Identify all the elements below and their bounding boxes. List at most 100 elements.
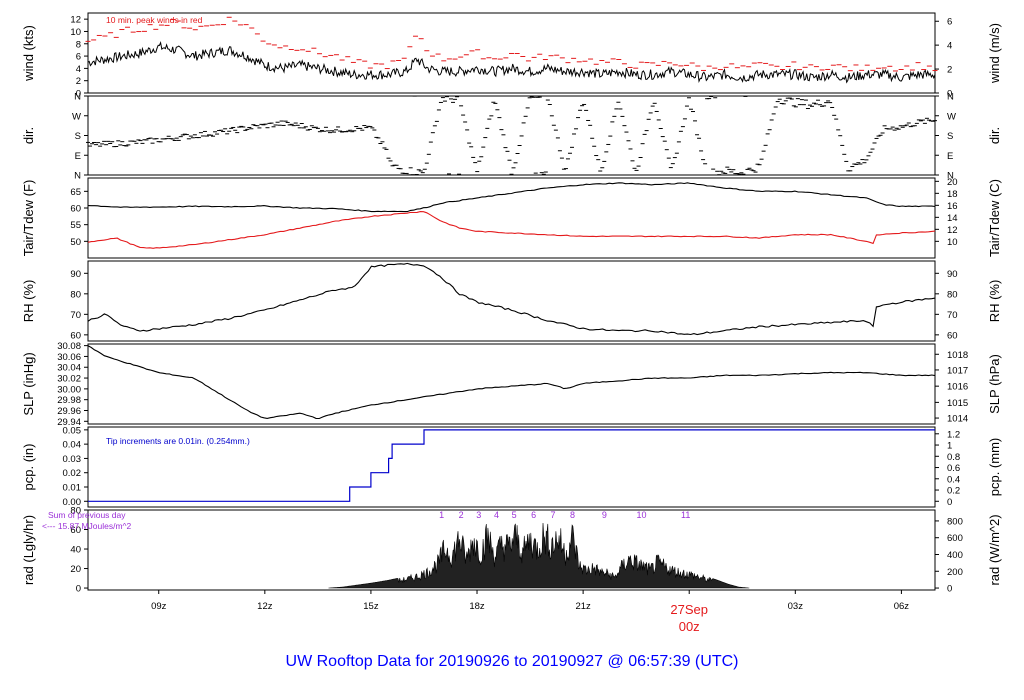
rad-hour-mark: 8 (570, 510, 575, 520)
wind-panel-frame (87, 12, 936, 94)
dir-ytick-right-label: W (947, 111, 956, 122)
rad-ytick-right-label: 400 (947, 550, 963, 561)
temp-ytick-label: 65 (70, 187, 81, 198)
pcp-ylabel: pcp. (in) (21, 444, 36, 491)
rh-ylabel-right: RH (%) (987, 280, 1002, 323)
slp-ytick-label: 30.04 (57, 363, 81, 374)
slp-ytick-label: 29.98 (57, 395, 81, 406)
time-tick-label: 15z (363, 601, 379, 612)
wind-ytick-label: 12 (70, 15, 81, 26)
wind-ytick-right-label: 2 (947, 65, 952, 76)
pcp-ytick-label: 0.05 (63, 425, 82, 436)
rh-ytick-right-label: 70 (947, 310, 958, 321)
pcp-ytick-right-label: 0.4 (947, 474, 960, 485)
temp-series-0 (87, 182, 936, 213)
rad-hour-mark: 2 (459, 510, 464, 520)
temp-ytick-right-label: 10 (947, 237, 958, 248)
temp-ytick-label: 60 (70, 204, 81, 215)
wind-ytick-label: 0 (76, 89, 81, 100)
rad-ytick-label: 0 (76, 584, 81, 595)
pcp-ylabel-right: pcp. (mm) (987, 438, 1002, 497)
rh-panel-frame (87, 260, 936, 342)
dir-ylabel-right: dir. (987, 127, 1002, 144)
temp-ytick-label: 55 (70, 220, 81, 231)
slp-ytick-right-label: 1018 (947, 350, 968, 361)
rh-ytick-right-label: 80 (947, 289, 958, 300)
page-title: UW Rooftop Data for 20190926 to 20190927… (286, 653, 739, 670)
rad-ytick-right-label: 200 (947, 567, 963, 578)
rad-annotation-line2: <--- 15.87 MJoules/m^2 (42, 521, 132, 531)
rad-hour-mark: 4 (494, 510, 499, 520)
slp-ytick-right-label: 1017 (947, 365, 968, 376)
slp-ytick-label: 30.02 (57, 374, 81, 385)
temp-ytick-right-label: 20 (947, 177, 958, 188)
dir-ytick-label: S (75, 131, 81, 142)
temp-ytick-right-label: 18 (947, 189, 958, 200)
slp-ytick-label: 29.94 (57, 417, 81, 428)
slp-ytick-right-label: 1016 (947, 382, 968, 393)
dir-ylabel: dir. (21, 127, 36, 144)
rad-annotation-line1: Sum of previous day (48, 510, 126, 520)
dir-ytick-label: E (75, 151, 81, 162)
slp-ylabel-right: SLP (hPa) (987, 354, 1002, 414)
time-tick-label: 09z (151, 601, 167, 612)
rad-ylabel: rad (Lgly/hr) (21, 515, 36, 585)
time-tick-label: 03z (788, 601, 804, 612)
rad-hour-mark: 3 (476, 510, 481, 520)
dir-ytick-right-label: S (947, 131, 953, 142)
rh-ytick-label: 90 (70, 269, 81, 280)
pcp-ytick-label: 0.01 (63, 483, 82, 494)
pcp-ytick-right-label: 0.8 (947, 452, 960, 463)
wind-annotation: 10 min. peak winds in red (106, 15, 203, 25)
slp-series-0 (87, 345, 936, 420)
pcp-annotation: Tip increments are 0.01in. (0.254mm.) (106, 436, 250, 446)
temp-ytick-label: 50 (70, 237, 81, 248)
slp-ylabel: SLP (inHg) (21, 352, 36, 415)
rad-panel-frame (87, 509, 936, 591)
rh-ytick-label: 70 (70, 310, 81, 321)
rh-ytick-label: 60 (70, 330, 81, 341)
wind-ytick-right-label: 6 (947, 17, 952, 28)
temp-ylabel: Tair/Tdew (F) (21, 180, 36, 257)
pcp-panel-frame (87, 426, 936, 508)
rad-ylabel-right: rad (W/m^2) (987, 514, 1002, 585)
slp-ytick-label: 30.00 (57, 384, 81, 395)
pcp-ytick-label: 0.02 (63, 468, 82, 479)
time-tick-label: 12z (257, 601, 273, 612)
rad-hour-mark: 7 (551, 510, 556, 520)
pcp-ytick-right-label: 0.2 (947, 486, 960, 497)
rh-ytick-right-label: 60 (947, 330, 958, 341)
rh-ytick-right-label: 90 (947, 269, 958, 280)
wind-ytick-label: 8 (76, 39, 81, 50)
pcp-ytick-right-label: 0 (947, 497, 952, 508)
rh-ylabel: RH (%) (21, 280, 36, 323)
rad-hour-mark: 10 (636, 510, 646, 520)
rad-ytick-right-label: 800 (947, 516, 963, 527)
dir-ytick-right-label: E (947, 151, 953, 162)
rad-hour-mark: 1 (439, 510, 444, 520)
pcp-ytick-label: 0.03 (63, 454, 82, 465)
dir-ytick-label: N (74, 92, 81, 103)
wind-ytick-label: 10 (70, 27, 81, 38)
rad-ytick-label: 20 (70, 564, 81, 575)
rad-hour-mark: 9 (602, 510, 607, 520)
temp-panel-frame (87, 177, 936, 259)
wind-ytick-label: 6 (76, 52, 81, 63)
wind-ytick-right-label: 0 (947, 89, 952, 100)
dir-ytick-right-label: N (947, 92, 954, 103)
slp-ytick-label: 29.96 (57, 406, 81, 417)
dir-panel-frame (87, 95, 936, 176)
rad-ytick-label: 80 (70, 506, 81, 517)
rh-series-0 (87, 262, 936, 336)
rad-ytick-right-label: 600 (947, 533, 963, 544)
temp-ytick-right-label: 16 (947, 201, 958, 212)
dir-ytick-label: N (74, 171, 81, 182)
pcp-ytick-right-label: 1.2 (947, 429, 960, 440)
wind-series-0 (87, 40, 936, 84)
wind-ytick-label: 4 (76, 64, 81, 75)
time-tick-label: 21z (575, 601, 591, 612)
temp-ytick-right-label: 12 (947, 225, 958, 236)
rad-area (328, 522, 750, 589)
temp-ytick-right-label: 14 (947, 213, 958, 224)
